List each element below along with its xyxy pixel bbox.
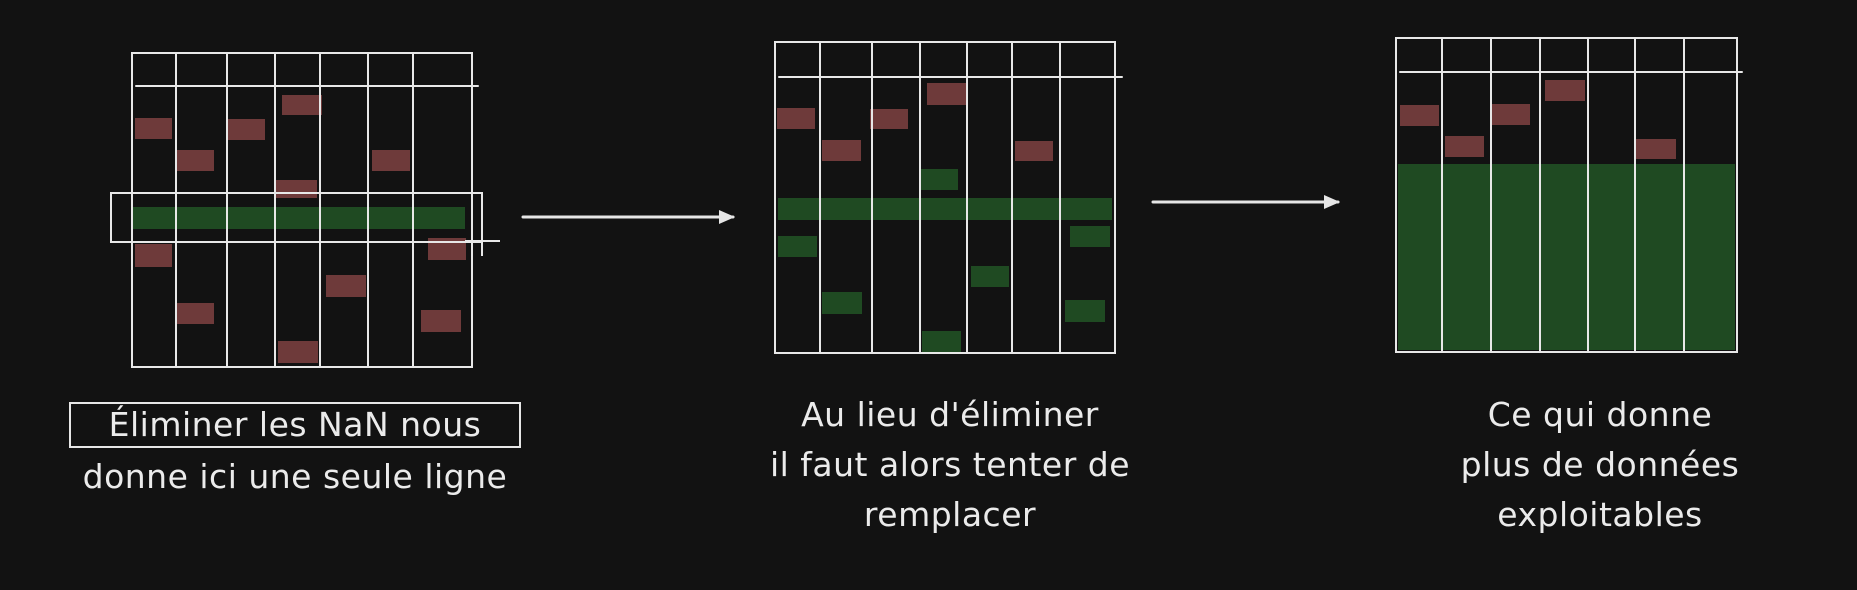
caption-line-boxed: Éliminer les NaN nous [68, 402, 522, 448]
usable-data-block [1398, 164, 1735, 350]
caption-line: donne ici une seule ligne [82, 457, 508, 496]
caption-line: exploitables [1497, 495, 1703, 534]
missing-cell [1445, 136, 1484, 157]
missing-cells [135, 95, 466, 363]
missing-cell [226, 119, 265, 140]
missing-cell [1636, 139, 1676, 159]
missing-cell [326, 275, 366, 297]
missing-cell [421, 310, 461, 332]
missing-cell [135, 118, 172, 139]
table-grid [774, 41, 1123, 354]
table-border [1395, 37, 1738, 353]
complete-row-bar [133, 207, 465, 229]
missing-cell [1545, 80, 1585, 101]
missing-cell [135, 244, 172, 267]
imputed-cell [822, 292, 862, 314]
imputed-cell [1065, 300, 1105, 322]
missing-and-imputed-cells [777, 83, 1110, 353]
imputed-cell [922, 331, 961, 353]
missing-cell [1015, 141, 1053, 161]
missing-cell [372, 150, 410, 171]
table-border [131, 52, 473, 368]
crosshair-cursor-icon [465, 226, 500, 256]
caption-line: Ce qui donne [1487, 395, 1713, 434]
missing-cell [822, 140, 861, 161]
missing-cell [276, 180, 317, 198]
missing-cell [282, 95, 322, 115]
complete-row-bar [778, 198, 1112, 220]
caption-line: Au lieu d'éliminer [801, 395, 1099, 434]
caption-drop-rows: Éliminer les NaN nous donne ici une seul… [40, 400, 550, 502]
arrow-right-icon [1151, 195, 1340, 209]
table-usable-data [1395, 37, 1743, 353]
missing-cell [1492, 104, 1530, 125]
missing-cell [777, 108, 815, 129]
caption-result: Ce qui donne plus de données exploitable… [1380, 390, 1820, 540]
missing-cell [927, 83, 967, 105]
selected-row-outline [110, 192, 483, 243]
caption-line: il faut alors tenter de [769, 445, 1131, 484]
arrow-right-icon [521, 210, 735, 224]
imputed-cell [1070, 226, 1110, 247]
arrow-head [719, 210, 735, 224]
table-drop-nan [110, 52, 500, 368]
table-grid [1395, 37, 1743, 353]
missing-cell [1400, 105, 1439, 126]
caption-line: remplacer [863, 495, 1037, 534]
table-grid [131, 52, 479, 368]
table-border [774, 41, 1116, 354]
missing-cell [176, 303, 214, 324]
missing-cells [1400, 80, 1676, 159]
imputed-cell [778, 236, 817, 257]
missing-cell [176, 150, 214, 171]
imputed-cell [920, 169, 958, 190]
imputed-cell [971, 266, 1009, 287]
missing-cell [278, 341, 318, 363]
caption-impute: Au lieu d'éliminer il faut alors tenter … [700, 390, 1200, 540]
caption-line: plus de données [1460, 445, 1740, 484]
missing-cell [870, 109, 908, 129]
missing-cell [428, 238, 466, 260]
arrow-head [1324, 195, 1340, 209]
table-imputed [774, 41, 1123, 354]
